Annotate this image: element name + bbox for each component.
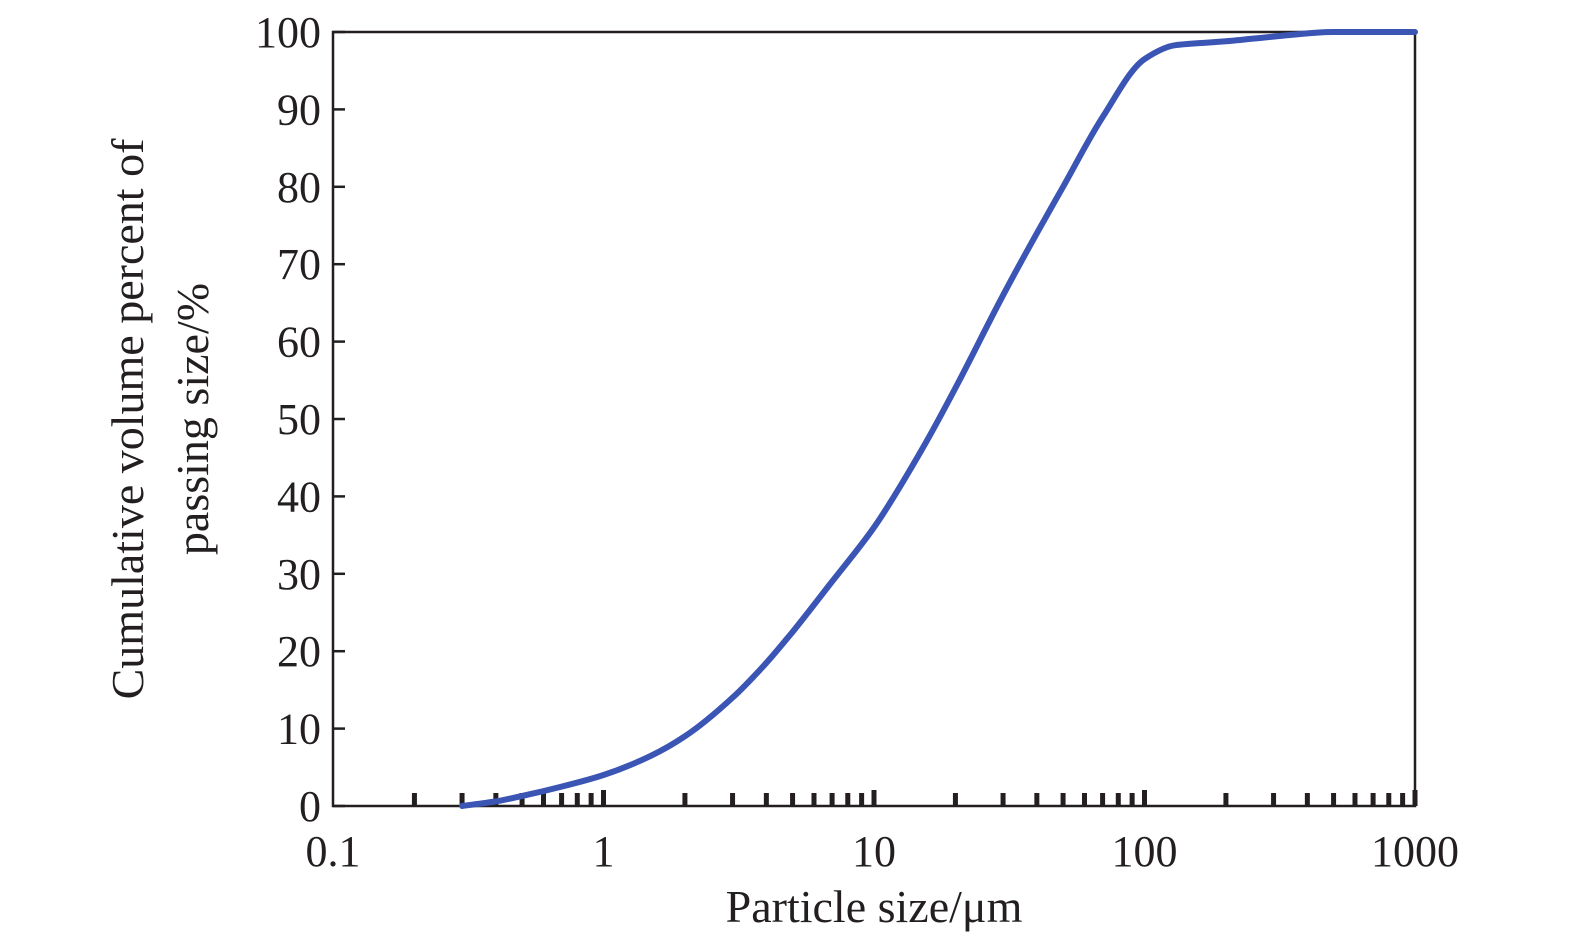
x-axis-ticks: 0.1 1 10 100 1000 [306,827,1460,876]
x-minor-tick [1400,793,1406,806]
x-minor-tick [859,793,865,806]
x-minor-tick [682,793,688,806]
x-tick-label: 10 [852,827,896,876]
y-tick-label: 90 [277,85,321,134]
y-tick-label: 80 [277,163,321,212]
x-tick-label: 1000 [1371,827,1459,876]
x-tick-label: 100 [1112,827,1178,876]
x-major-tick [1412,790,1418,806]
x-minor-tick [952,793,958,806]
x-minor-tick [588,793,594,806]
x-minor-tick [1115,793,1121,806]
x-minor-tick [519,793,525,806]
x-minor-tick [871,793,877,806]
x-minor-ticks [411,790,1418,806]
x-minor-tick [1060,793,1066,806]
x-minor-tick [763,793,769,806]
x-minor-tick [730,793,736,806]
x-minor-tick [1386,793,1392,806]
y-tick-label: 30 [277,550,321,599]
y-axis-ticks: 0 10 20 30 40 50 60 70 80 90 100 [255,8,345,831]
x-minor-tick [790,793,796,806]
cumulative-distribution-curve [459,28,1418,809]
x-minor-tick [601,793,606,806]
x-minor-tick [1129,793,1135,806]
x-tick-label: 0.1 [306,827,361,876]
x-minor-tick [1271,793,1277,806]
x-minor-tick [829,793,835,806]
y-tick-label: 10 [277,705,321,754]
y-tick-label: 0 [299,782,321,831]
y-tick-label: 20 [277,627,321,676]
x-axis-title: Particle size/μm [726,881,1023,932]
x-minor-tick [540,793,546,806]
x-minor-tick [1304,793,1310,806]
x-minor-tick [1100,793,1106,806]
x-minor-tick [1331,793,1337,806]
y-tick-label: 60 [277,318,321,367]
plot-area-frame [331,30,1417,808]
y-tick-label: 70 [277,240,321,289]
y-axis-title-line1: Cumulative volume percent of [102,138,153,699]
x-minor-tick [1081,793,1087,806]
x-minor-tick [559,793,565,806]
x-minor-tick [1142,793,1147,806]
x-minor-tick [411,793,417,806]
x-minor-tick [845,793,851,806]
x-minor-tick [1000,793,1006,806]
x-minor-tick [1223,793,1229,806]
x-minor-tick [1034,793,1040,806]
x-minor-tick [574,793,580,806]
x-minor-tick [811,793,817,806]
y-axis-title-line2: passing size/% [167,283,218,555]
x-minor-tick [1370,793,1376,806]
x-minor-tick [459,793,465,806]
y-tick-label: 100 [255,8,321,57]
y-tick-label: 40 [277,472,321,521]
x-minor-tick [1352,793,1358,806]
x-tick-label: 1 [593,827,615,876]
y-tick-label: 50 [277,395,321,444]
